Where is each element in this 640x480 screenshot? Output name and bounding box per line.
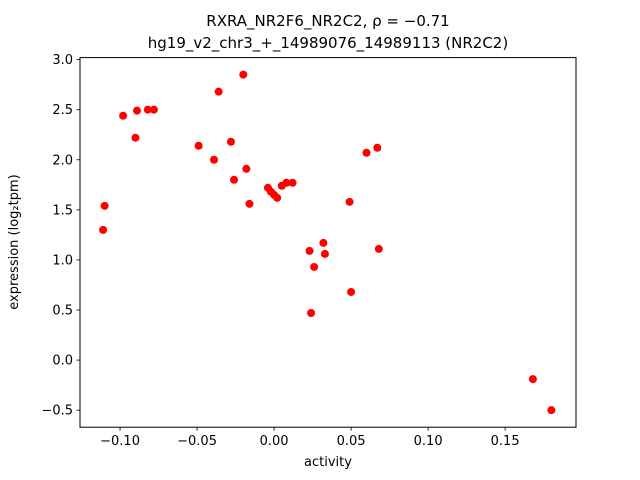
data-point xyxy=(528,375,537,384)
data-point xyxy=(239,70,248,79)
data-point xyxy=(307,309,316,318)
data-point xyxy=(242,164,251,173)
data-point xyxy=(245,199,254,208)
data-point xyxy=(288,178,297,187)
y-tick-label: 0.5 xyxy=(52,304,73,319)
data-point xyxy=(347,287,356,296)
data-point xyxy=(373,143,382,152)
data-point xyxy=(143,105,152,114)
data-point xyxy=(100,201,109,210)
plot-border xyxy=(79,57,577,428)
y-tick-label: 1.5 xyxy=(52,203,73,218)
scatter-points xyxy=(99,70,556,415)
chart-title-line2: hg19_v2_chr3_+_14989076_14989113 (NR2C2) xyxy=(148,34,508,53)
data-point xyxy=(273,193,282,202)
data-point xyxy=(320,249,329,258)
x-axis-ticks: −0.10 −0.05 0.00 0.05 0.10 0.15 xyxy=(100,427,520,449)
x-tick-label: 0.10 xyxy=(414,434,443,449)
y-tick-label: 1.0 xyxy=(52,253,73,268)
y-tick-label: 2.0 xyxy=(52,153,73,168)
data-point xyxy=(99,225,108,234)
data-point xyxy=(310,262,319,271)
data-point xyxy=(210,155,219,164)
data-point xyxy=(230,175,239,184)
y-tick-label: 3.0 xyxy=(52,53,73,68)
x-tick-label: 0.15 xyxy=(491,434,520,449)
y-tick-label: −0.5 xyxy=(41,404,73,419)
data-point xyxy=(226,137,235,146)
y-tick-label: 2.5 xyxy=(52,103,73,118)
x-tick-label: 0.05 xyxy=(337,434,366,449)
data-point xyxy=(319,238,328,247)
data-point xyxy=(374,244,383,253)
data-point xyxy=(345,197,354,206)
data-point xyxy=(131,133,140,142)
data-point xyxy=(132,106,141,115)
y-axis-ticks: −0.5 0.0 0.5 1.0 1.5 2.0 2.5 3.0 xyxy=(41,53,80,419)
y-tick-label: 0.0 xyxy=(52,354,73,369)
data-point xyxy=(194,141,203,150)
x-tick-label: 0.00 xyxy=(260,434,289,449)
data-point xyxy=(362,148,371,157)
x-axis-label: activity xyxy=(304,455,352,470)
data-point xyxy=(305,246,314,255)
data-point xyxy=(119,111,128,120)
data-point xyxy=(282,178,291,187)
x-tick-label: −0.05 xyxy=(177,434,217,449)
data-point xyxy=(547,406,556,415)
chart-title-line1: RXRA_NR2F6_NR2C2, ρ = −0.71 xyxy=(206,12,449,31)
y-axis-label: expression (log₂tpm) xyxy=(7,174,22,309)
x-tick-label: −0.10 xyxy=(100,434,140,449)
data-point xyxy=(149,105,158,114)
data-point xyxy=(214,87,223,96)
